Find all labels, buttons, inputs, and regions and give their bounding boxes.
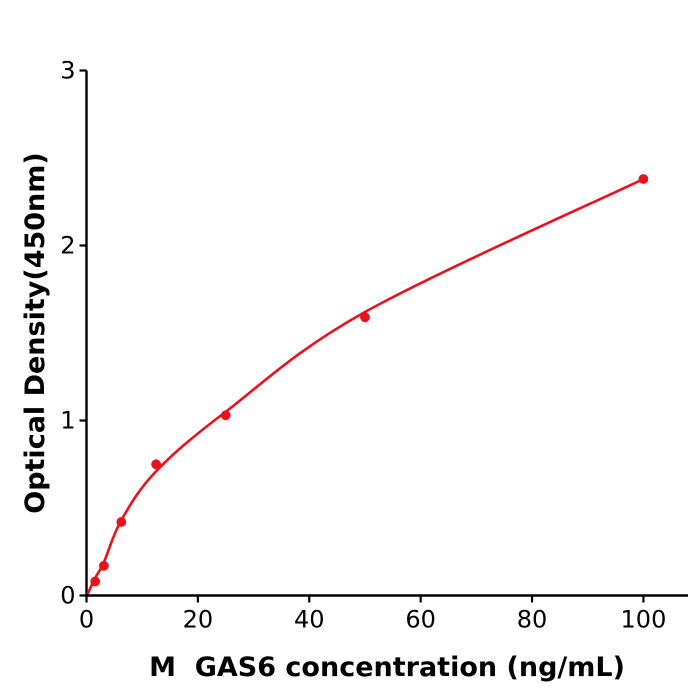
x-tick-label: 40 xyxy=(294,606,325,634)
data-point xyxy=(360,312,370,323)
plot-area: 0 20 40 60 80 100 0 1 2 3 xyxy=(60,56,688,634)
y-axis-title: Optical Density(450nm) xyxy=(20,152,51,514)
data-point xyxy=(90,576,101,587)
y-tick-label: 3 xyxy=(60,56,75,84)
x-tick-label: 80 xyxy=(517,606,548,634)
data-point xyxy=(99,560,109,571)
fit-curve-line xyxy=(86,177,645,595)
x-tick-label: 100 xyxy=(621,606,667,634)
data-point xyxy=(638,174,649,184)
data-point xyxy=(220,410,231,421)
data-point xyxy=(151,459,162,470)
x-axis-title: M GAS6 concentration (ng/mL) xyxy=(149,652,625,683)
y-tick-label: 2 xyxy=(60,231,75,259)
x-tick-label: 60 xyxy=(405,606,436,634)
x-tick-label: 20 xyxy=(183,606,214,634)
data-point xyxy=(116,517,127,527)
y-tick-label: 0 xyxy=(60,581,75,609)
y-tick-label: 1 xyxy=(60,406,75,434)
x-tick-label: 0 xyxy=(79,606,94,634)
